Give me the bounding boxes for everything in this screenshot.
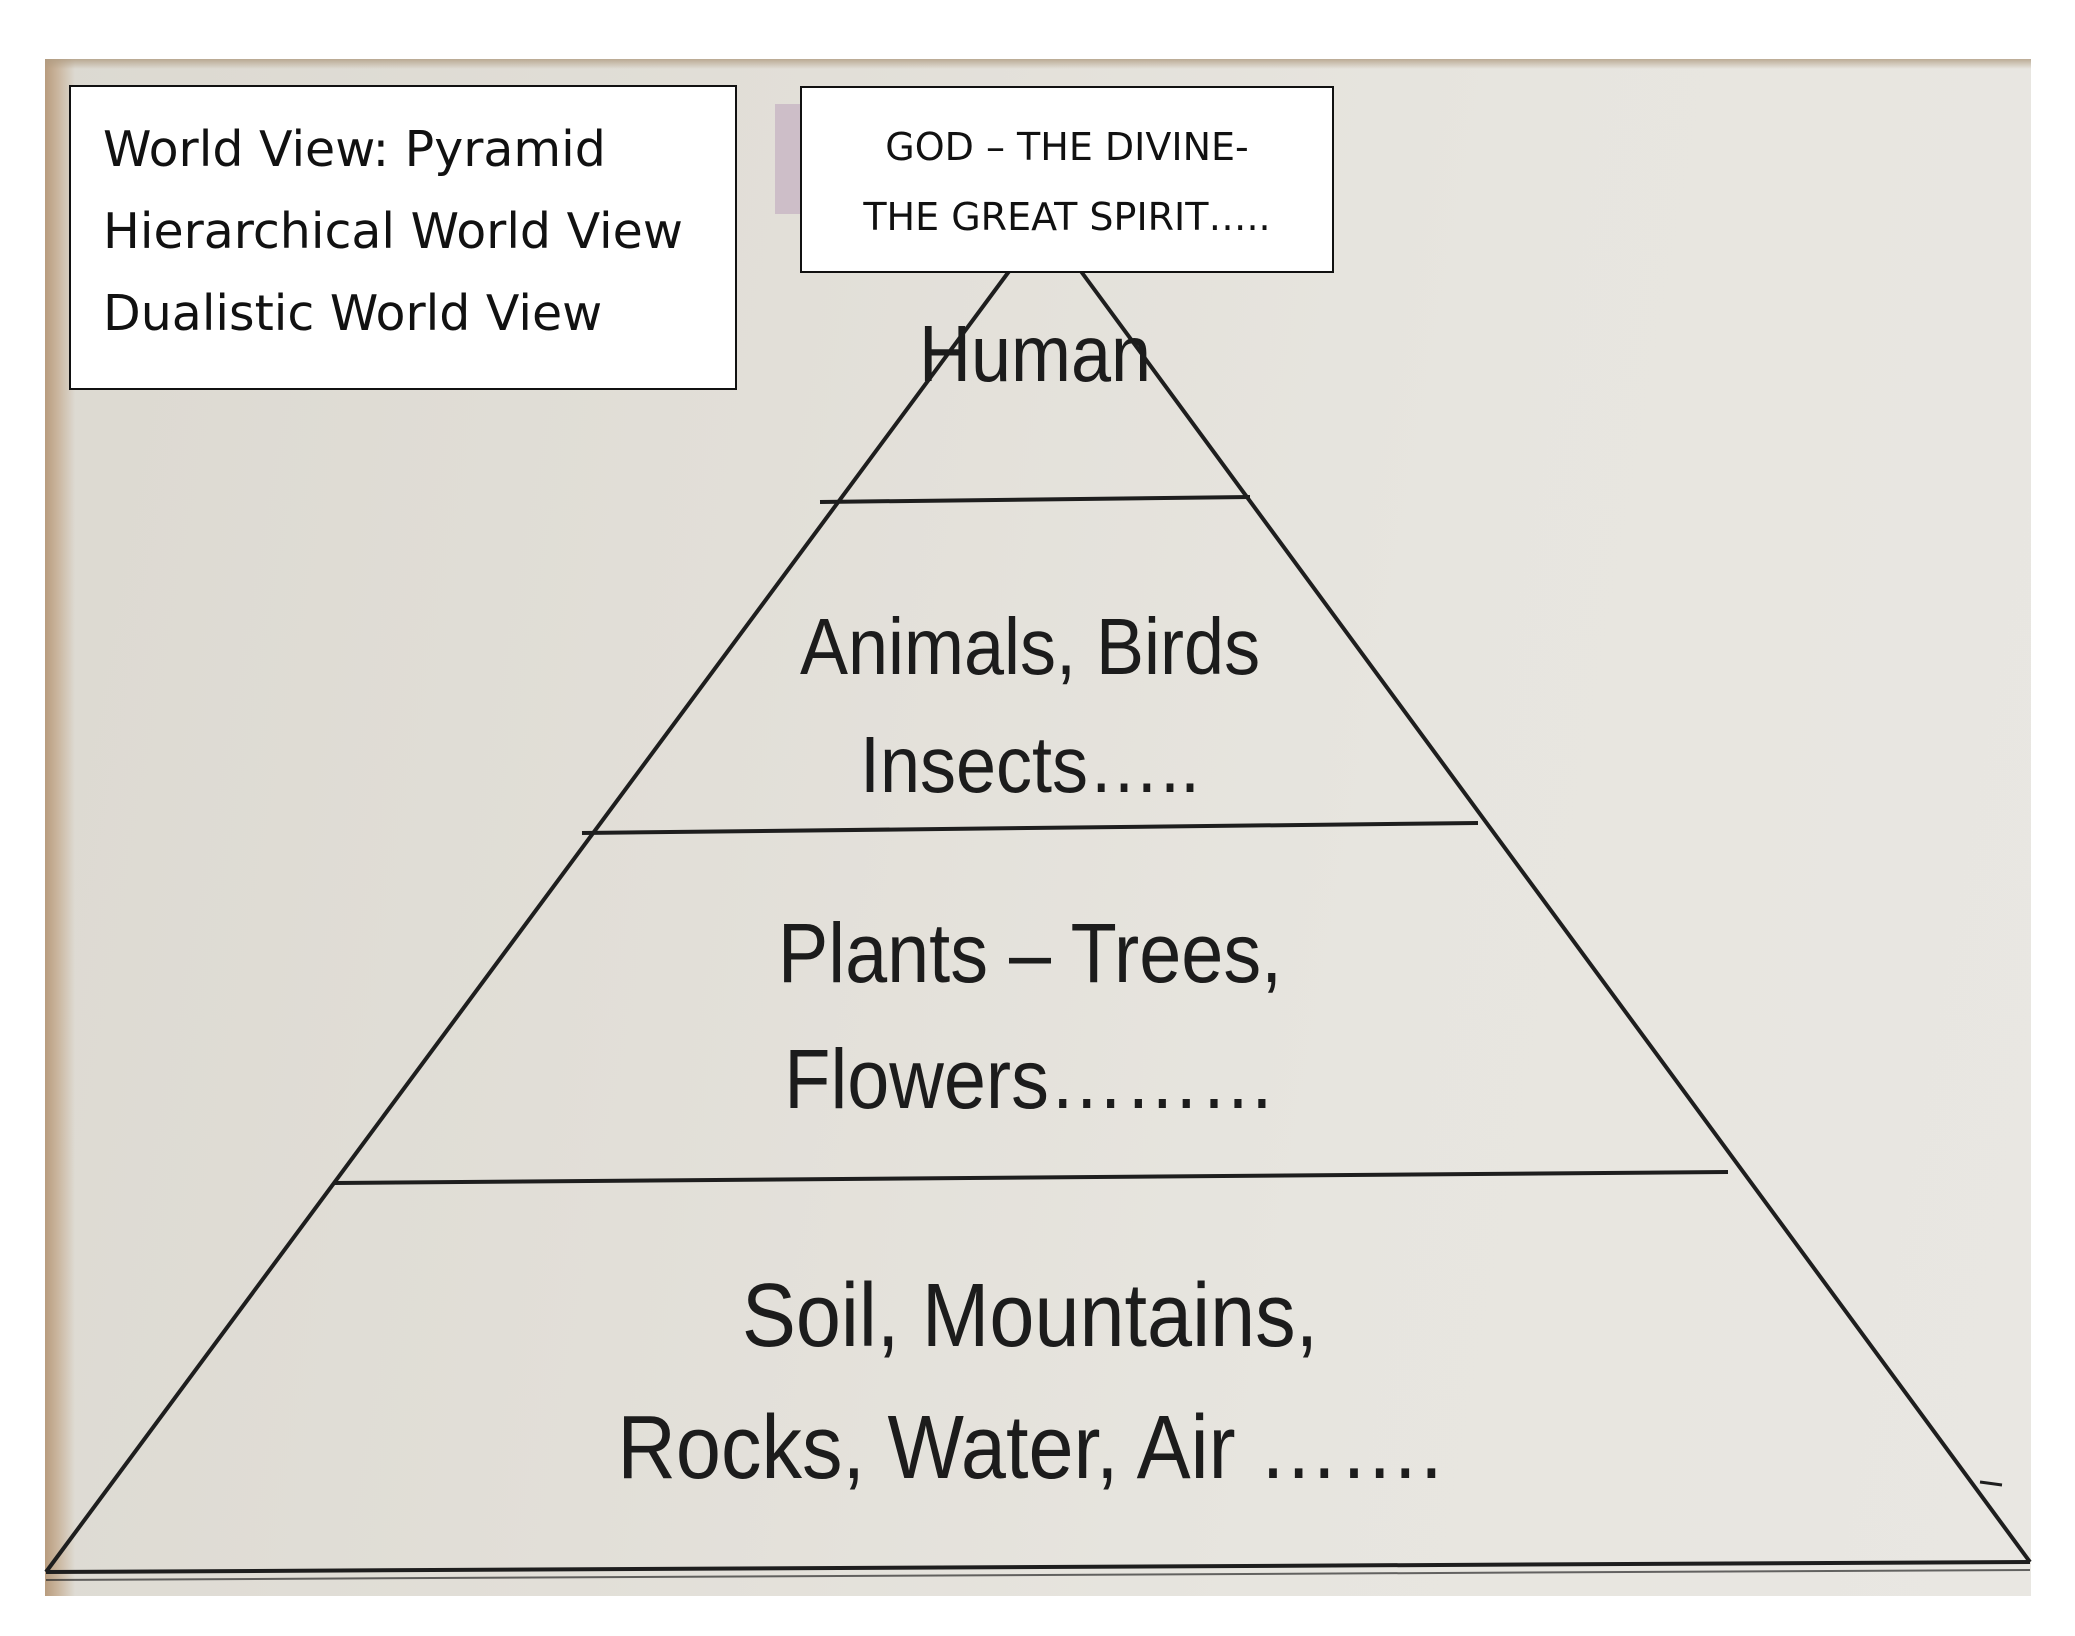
apex-line-2: THE GREAT SPIRIT….. [863, 195, 1271, 239]
info-line-2: Hierarchical World View [103, 203, 683, 260]
tier-animals-label: Animals, Birds Insects….. [733, 588, 1327, 824]
tier-animals-line-1: Animals, Birds [799, 602, 1261, 691]
info-line-3: Dualistic World View [103, 285, 603, 342]
world-view-info-box: World View: Pyramid Hierarchical World V… [69, 85, 737, 390]
tier-divider-3 [334, 1170, 1729, 1185]
pyramid-right-edge [1078, 268, 2032, 1564]
tier-human-label: Human [878, 310, 1193, 398]
pyramid-left-edge [44, 268, 1012, 1574]
apex-line-1: GOD – THE DIVINE- [885, 125, 1249, 169]
tier-plants-line-2: Flowers……… [784, 1032, 1276, 1126]
tier-plants-line-1: Plants – Trees, [777, 906, 1283, 1000]
tier-soil-line-2: Rocks, Water, Air ……. [617, 1398, 1443, 1498]
pyramid-base-double [45, 1569, 2031, 1581]
purple-marker-stain [775, 104, 801, 214]
tier-soil-line-1: Soil, Mountains, [741, 1266, 1319, 1366]
paper-top-edge [45, 59, 2031, 69]
tier-soil-label: Soil, Mountains, Rocks, Water, Air ……. [544, 1250, 1516, 1514]
tier-divider-1 [819, 495, 1251, 504]
stray-pen-mark [1979, 1480, 2003, 1487]
tier-plants-label: Plants – Trees, Flowers……… [679, 890, 1381, 1142]
info-line-1: World View: Pyramid [103, 121, 606, 178]
pyramid-base [45, 1560, 2031, 1574]
divine-apex-box: GOD – THE DIVINE- THE GREAT SPIRIT….. [800, 86, 1334, 273]
tier-divider-2 [581, 821, 1479, 835]
tier-human-line-1: Human [918, 309, 1152, 398]
tier-animals-line-2: Insects….. [859, 720, 1201, 809]
